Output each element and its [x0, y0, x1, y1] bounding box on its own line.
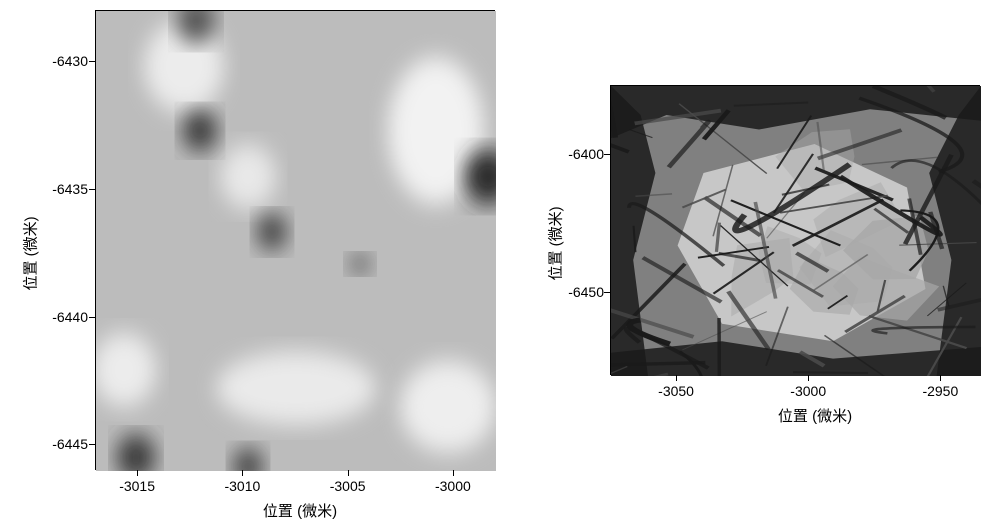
right-y-tick-label: -6450	[558, 284, 604, 300]
right-y-axis-label: 位置 (微米)	[545, 201, 566, 281]
tick-mark	[808, 375, 809, 381]
tick-mark	[604, 154, 610, 155]
right-y-tick-label: -6400	[558, 146, 604, 162]
microscopy-texture-svg	[611, 86, 981, 376]
tick-mark	[676, 375, 677, 381]
right-image-panel: 位置 (微米) 位置 (微米) -6400 -6450 -3050 -3000 -29…	[0, 0, 1000, 527]
right-x-axis-label: 位置 (微米)	[755, 405, 875, 426]
right-x-tick-label: -3050	[651, 383, 701, 399]
tick-mark	[604, 292, 610, 293]
right-plot-area	[610, 85, 980, 375]
right-x-tick-label: -2950	[915, 383, 965, 399]
tick-mark	[940, 375, 941, 381]
right-x-tick-label: -3000	[783, 383, 833, 399]
